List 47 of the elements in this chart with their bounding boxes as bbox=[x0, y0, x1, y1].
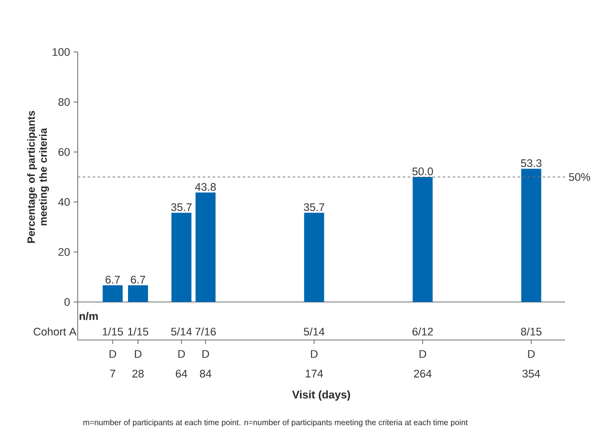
x-tick-label: 28 bbox=[132, 370, 144, 378]
data-label: 53.3 bbox=[520, 159, 542, 168]
y-tick-label: 20 bbox=[58, 248, 70, 256]
text: D bbox=[134, 350, 142, 358]
y-tick-label: 60 bbox=[58, 148, 70, 156]
data-label: 50.0 bbox=[412, 168, 433, 176]
x-tick-label: 264 bbox=[414, 370, 432, 378]
bar bbox=[102, 285, 123, 302]
text: 6/12 bbox=[412, 327, 433, 336]
bar bbox=[128, 285, 148, 302]
data-label: 35.7 bbox=[304, 203, 324, 212]
x-tick-label: 174 bbox=[306, 370, 323, 378]
text: D bbox=[178, 350, 185, 358]
text: 5/14 bbox=[171, 327, 192, 336]
text: 7/16 bbox=[195, 327, 216, 336]
x-tick-label: 354 bbox=[522, 370, 540, 378]
x-axis-title: Visit (days) bbox=[292, 390, 350, 401]
ref-line-label: 50% bbox=[568, 173, 590, 181]
text: 1/15 bbox=[102, 327, 123, 336]
data-label: 43.8 bbox=[195, 183, 216, 191]
data-label: 6.7 bbox=[130, 276, 146, 284]
bar bbox=[521, 168, 542, 302]
text: Cohort A bbox=[34, 327, 76, 336]
text: 5/14 bbox=[304, 327, 324, 336]
text: m=number of participants at each time point. n=number of participants meeting the criteria at each time point bbox=[83, 419, 468, 427]
text: 1/15 bbox=[128, 327, 148, 336]
text: D bbox=[311, 350, 318, 358]
bar bbox=[196, 192, 216, 302]
y-tick-label: 100 bbox=[52, 48, 70, 56]
text: 8/15 bbox=[521, 327, 542, 336]
y-tick-label: 0 bbox=[64, 298, 70, 306]
x-tick-label: 64 bbox=[176, 370, 188, 378]
text: n/m bbox=[80, 312, 98, 320]
y-tick-label: 40 bbox=[58, 198, 70, 206]
y-tick-label: 80 bbox=[58, 98, 70, 106]
y-axis-title: Percentage of participants meeting the criteria bbox=[27, 110, 49, 243]
bar bbox=[412, 177, 433, 302]
text: D bbox=[110, 350, 116, 358]
text: D bbox=[528, 350, 535, 358]
bar bbox=[171, 212, 192, 302]
text: D bbox=[420, 350, 426, 358]
x-tick-label: 7 bbox=[110, 370, 116, 378]
text: D bbox=[202, 350, 210, 358]
data-label: 35.7 bbox=[171, 203, 192, 212]
data-label: 6.7 bbox=[106, 276, 120, 284]
bar bbox=[304, 212, 324, 302]
x-tick-label: 84 bbox=[200, 370, 212, 378]
